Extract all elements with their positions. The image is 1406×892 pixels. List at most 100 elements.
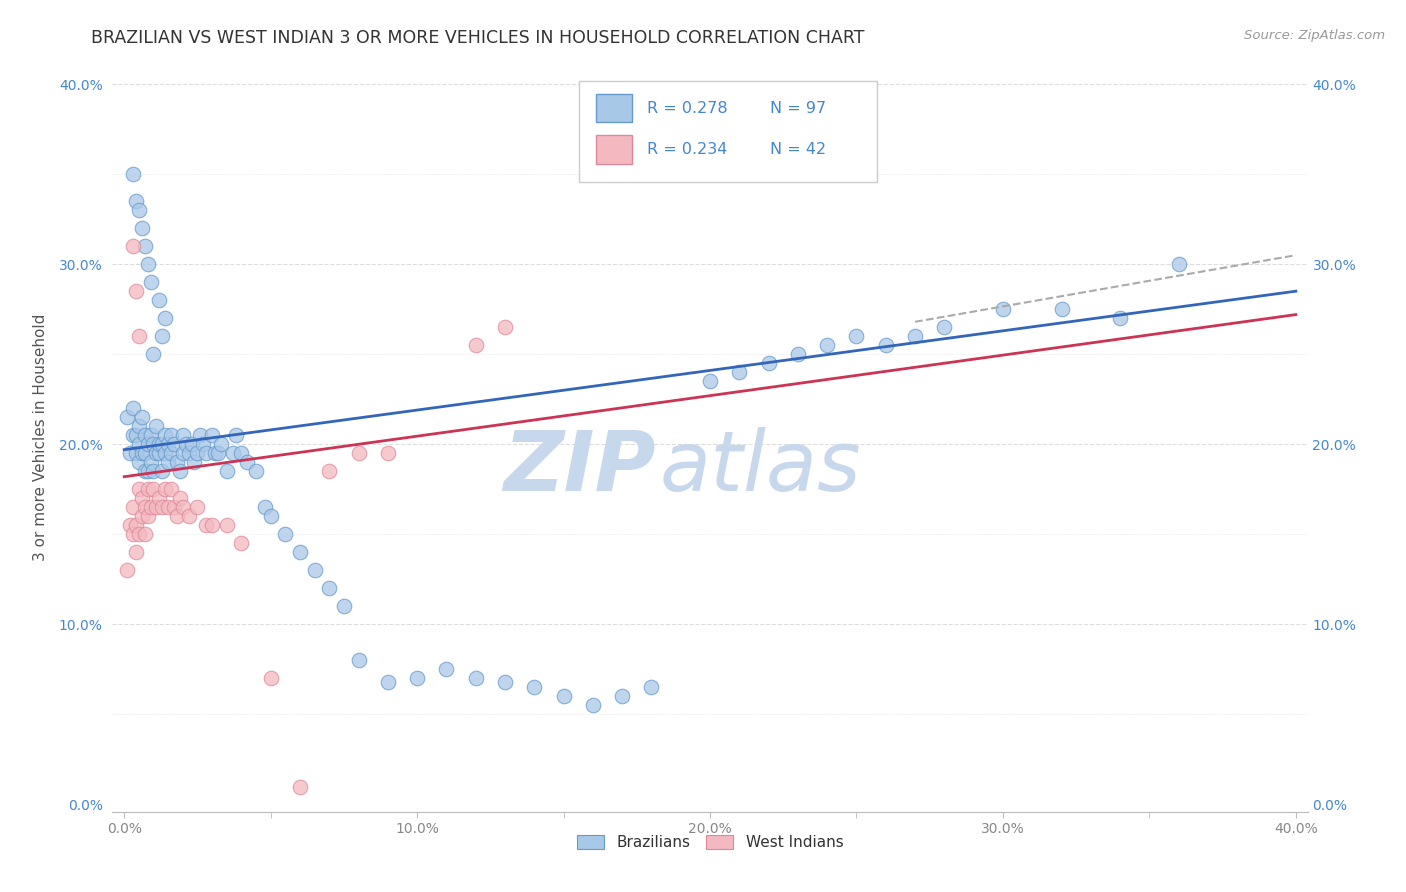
Point [145,500,167,515]
Point [436,662,458,676]
Point [125,194,148,208]
Point [148,437,170,451]
Point [201,518,224,533]
Point [186,446,208,460]
Point [163,437,186,451]
Point [120,446,141,460]
Point [304,563,326,577]
Point [166,509,188,524]
Text: BRAZILIAN VS WEST INDIAN 3 OR MORE VEHICLES IN HOUSEHOLD CORRELATION CHART: BRAZILIAN VS WEST INDIAN 3 OR MORE VEHIC… [91,29,865,46]
Point [1109,311,1132,326]
Point [612,690,634,704]
Point [172,500,194,515]
Point [148,293,170,308]
Point [231,536,253,550]
Point [142,464,165,478]
Point [177,446,200,460]
Point [195,446,218,460]
Point [260,509,283,524]
Point [166,455,188,469]
Point [333,599,356,614]
Point [377,675,399,690]
Point [131,491,153,506]
Point [260,672,283,686]
Point [188,428,212,442]
Point [221,446,243,460]
Point [139,500,162,515]
Text: Source: ZipAtlas.com: Source: ZipAtlas.com [1244,29,1385,42]
Point [136,437,159,451]
Point [136,464,159,478]
Point [122,401,145,416]
Point [991,302,1014,317]
Point [128,527,150,541]
Point [142,347,165,361]
Point [225,428,247,442]
Point [120,518,141,533]
Point [115,410,138,425]
Point [134,239,156,253]
Point [209,437,232,451]
Point [150,500,173,515]
Point [464,672,486,686]
Point [177,509,200,524]
Point [253,500,276,515]
Point [125,518,148,533]
Point [125,428,148,442]
Point [134,500,156,515]
Point [1167,257,1189,271]
Point [122,239,145,253]
Point [125,545,148,559]
Point [125,284,148,298]
Text: ZIP: ZIP [503,426,657,508]
Point [150,437,173,451]
Point [148,446,170,460]
Point [377,446,399,460]
Point [193,437,215,451]
Point [145,446,167,460]
Text: N = 97: N = 97 [770,102,825,116]
Point [155,483,177,497]
FancyBboxPatch shape [596,94,633,122]
Point [150,464,173,478]
Point [728,365,751,379]
Point [464,338,486,352]
Point [174,437,197,451]
Point [128,419,150,434]
Text: N = 42: N = 42 [770,142,825,157]
Point [139,428,162,442]
Point [131,446,153,460]
Point [318,582,340,596]
Point [523,681,546,695]
Point [122,500,145,515]
Point [134,428,156,442]
Point [553,690,575,704]
Point [215,518,238,533]
Point [494,320,516,334]
Point [904,329,927,343]
Point [125,446,148,460]
Point [139,455,162,469]
Point [128,329,150,343]
Point [134,446,156,460]
Point [128,437,150,451]
Point [183,455,205,469]
Point [169,491,191,506]
Point [122,167,145,181]
Point [288,545,311,559]
Point [142,483,165,497]
Point [180,437,202,451]
Point [236,455,259,469]
Point [122,527,145,541]
Point [142,437,165,451]
Point [231,446,253,460]
Point [128,203,150,218]
Point [787,347,810,361]
Point [934,320,956,334]
Point [160,428,183,442]
Point [155,446,177,460]
Point [406,672,429,686]
Point [245,464,267,478]
Point [172,428,194,442]
Point [582,698,605,713]
